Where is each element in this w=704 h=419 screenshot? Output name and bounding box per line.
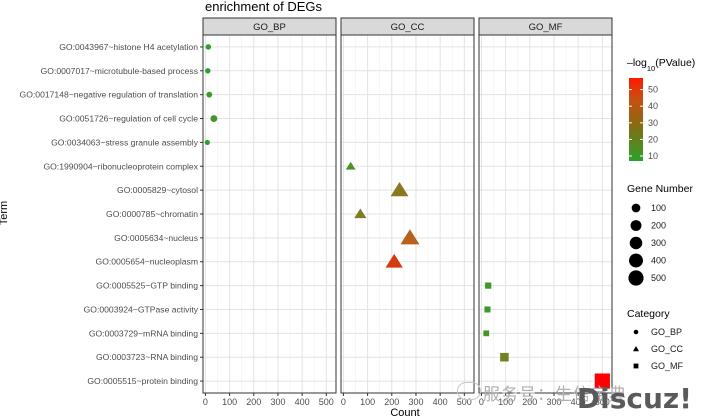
size-legend-label: 200: [651, 221, 666, 231]
data-point: [205, 68, 211, 74]
x-tick-label: 300: [270, 397, 285, 407]
chart-title: enrichment of DEGs: [205, 0, 323, 14]
y-tick-label: GO:0017148~negative regulation of transl…: [20, 90, 199, 100]
x-tick-label: 200: [522, 397, 537, 407]
y-tick-label: GO:0034063~stress granule assembly: [51, 137, 199, 147]
x-tick-label: 400: [571, 397, 586, 407]
color-bar-label: 50: [648, 85, 658, 95]
category-legend-title: Category: [627, 308, 670, 320]
x-tick-label: 100: [222, 397, 237, 407]
y-tick-label: GO:0043967~histone H4 acetylation: [59, 42, 198, 52]
x-tick-label: 500: [319, 397, 334, 407]
data-point: [205, 44, 212, 50]
y-tick-label: GO:0000785~chromatin: [106, 209, 198, 219]
y-tick-label: GO:1990904~ribonucleoprotein complex: [43, 161, 198, 171]
data-point: [204, 139, 210, 145]
x-tick-label: 500: [595, 397, 610, 407]
data-point: [210, 115, 218, 122]
size-legend-label: 100: [651, 203, 666, 213]
x-tick-label: 0: [479, 397, 484, 407]
watermark-service-text: 服务号：生信宝典: [483, 385, 627, 405]
color-bar-label: 20: [648, 134, 658, 144]
panel-border: [478, 34, 613, 394]
size-legend-key: [629, 236, 643, 250]
x-tick-label: 200: [384, 397, 399, 407]
color-bar-label: 40: [648, 101, 658, 111]
x-tick-label: 200: [246, 397, 261, 407]
category-legend-label: GO_BP: [651, 327, 682, 337]
data-point: [390, 182, 409, 197]
panel-go-bp: GO_BP 0 100 200 300 400 500: [202, 17, 337, 407]
y-tick-label: GO:0003924~GTPase activity: [84, 304, 199, 314]
size-legend-label: 400: [651, 256, 666, 266]
data-point: [385, 253, 403, 268]
panel-strip-label: GO_CC: [391, 22, 425, 33]
data-point: [594, 373, 610, 389]
watermark: 服务号：生信宝典 Discuz!: [455, 376, 704, 419]
data-point: [206, 91, 213, 98]
size-legend-title: Gene Number: [627, 183, 693, 195]
y-tick-label: GO:0051726~regulation of cell cycle: [59, 114, 198, 124]
category-legend-key: [633, 346, 639, 352]
x-tick-label: 400: [295, 397, 310, 407]
panel-go-cc: GO_CC 0 100 200 300 400 500: [340, 17, 475, 407]
y-tick-label: GO:0005525~GTP binding: [96, 281, 198, 291]
category-legend-label: GO_MF: [651, 361, 684, 371]
panel-strip-label: GO_MF: [529, 22, 563, 33]
x-tick-label: 300: [546, 397, 561, 407]
x-tick-label: 300: [408, 397, 423, 407]
x-tick-label: 500: [457, 397, 472, 407]
category-legend-label: GO_CC: [651, 344, 684, 354]
watermark-logo: Discuz!: [576, 382, 692, 415]
x-tick-label: 100: [498, 397, 513, 407]
y-axis-label: Term: [0, 201, 10, 225]
x-tick-label: 100: [360, 397, 375, 407]
panel-strip-label: GO_BP: [253, 22, 286, 33]
color-bar-label: 30: [648, 118, 658, 128]
y-tick-label: GO:0005634~nucleus: [114, 233, 198, 243]
wechat-icon: [457, 382, 481, 400]
y-tick-label: GO:0003723~RNA binding: [96, 352, 198, 362]
category-legend-key: [633, 363, 639, 369]
y-tick-label: GO:0005654~nucleoplasm: [96, 257, 198, 267]
x-axis-label: Count: [390, 407, 419, 419]
data-point: [400, 229, 420, 245]
data-point: [483, 330, 490, 337]
color-bar: [629, 78, 643, 161]
size-legend-key: [630, 220, 642, 231]
x-tick-label: 400: [433, 397, 448, 407]
data-point: [500, 352, 509, 362]
data-point: [484, 306, 491, 313]
color-bar-label: 10: [648, 151, 658, 161]
y-tick-label: GO:0007017~microtubule-based process: [41, 66, 198, 76]
data-point: [485, 282, 492, 289]
x-tick-label: 0: [341, 397, 346, 407]
color-legend-title: –log10(PValue): [627, 57, 695, 73]
x-tick-label: 0: [203, 397, 208, 407]
size-legend-key: [631, 203, 641, 213]
size-legend-key: [629, 253, 643, 268]
y-tick-label: GO:0003729~mRNA binding: [89, 328, 198, 338]
panel-border: [340, 34, 475, 394]
data-point: [354, 208, 367, 219]
size-legend-label: 500: [651, 273, 666, 283]
size-legend-label: 300: [651, 238, 666, 248]
y-tick-label: GO:0005829~cytosol: [117, 185, 198, 195]
data-point: [345, 161, 356, 170]
panel-go-mf: GO_MF 0 100 200 300 400 500: [478, 17, 613, 407]
category-legend-key: [633, 329, 639, 335]
y-tick-label: GO:0005515~protein binding: [87, 376, 198, 386]
size-legend-key: [628, 270, 644, 286]
